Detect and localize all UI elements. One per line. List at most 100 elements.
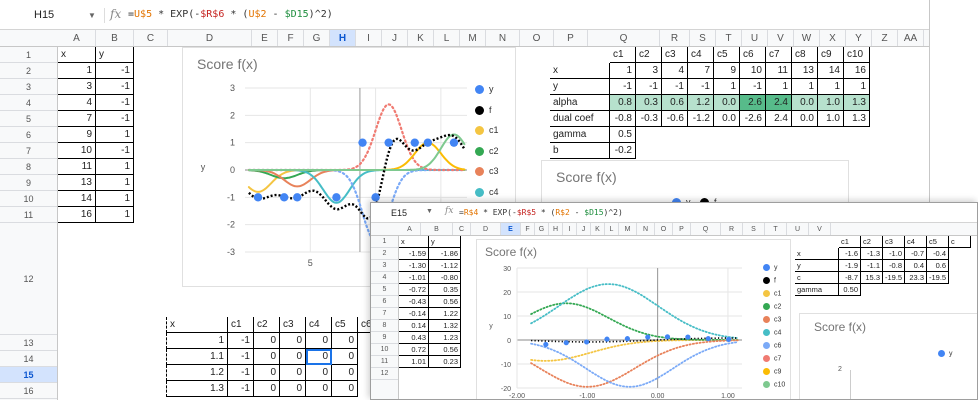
table-cell[interactable]: 16 <box>58 207 96 223</box>
row-header-15[interactable]: 15 <box>0 367 57 383</box>
row-header-9[interactable]: 9 <box>371 332 398 344</box>
table-cell[interactable]: 0 <box>254 349 280 365</box>
legend-item-c6[interactable]: c6 <box>763 342 781 349</box>
row-header-1[interactable]: 1 <box>0 47 57 63</box>
table-cell[interactable]: 0 <box>306 381 332 397</box>
column-header-m[interactable]: M <box>619 223 637 235</box>
table-cell[interactable]: 1 <box>58 63 96 79</box>
table-cell[interactable]: 1.3 <box>844 95 870 111</box>
table-cell[interactable]: 0.3 <box>636 95 662 111</box>
score-chart[interactable]: Score f(x) 30 20 10 0 -10 -20 -2.00 -1.00 0.00 1.… <box>476 239 791 399</box>
header-cell[interactable]: y <box>96 47 134 63</box>
table-cell[interactable]: 14 <box>58 191 96 207</box>
table-cell[interactable]: 0 <box>306 349 332 365</box>
row-header-16[interactable]: 16 <box>0 383 57 399</box>
row-label-cell[interactable]: c <box>795 272 839 284</box>
column-header-n[interactable]: N <box>486 30 520 46</box>
table-cell[interactable]: -1 <box>228 381 254 397</box>
header-cell[interactable]: c5 <box>714 47 740 63</box>
column-header-q[interactable]: Q <box>588 30 660 46</box>
table-cell[interactable]: -2.6 <box>740 111 766 127</box>
table-cell[interactable]: 0 <box>280 365 306 381</box>
table-cell[interactable]: -0.8 <box>610 111 636 127</box>
table-cell[interactable]: 4 <box>58 95 96 111</box>
row-header-9[interactable]: 9 <box>0 175 57 191</box>
table-cell[interactable]: 14 <box>818 63 844 79</box>
table-cell[interactable]: -1 <box>636 79 662 95</box>
row-label-cell[interactable]: gamma <box>795 284 839 296</box>
table-cell[interactable]: 1.01 <box>399 356 429 368</box>
table-cell[interactable]: 1.32 <box>429 320 461 332</box>
column-header-g[interactable]: G <box>304 30 330 46</box>
table-cell[interactable]: -1 <box>228 349 254 365</box>
chevron-down-icon[interactable]: ▼ <box>88 11 96 20</box>
column-header-u[interactable]: U <box>787 223 809 235</box>
table-cell[interactable]: 23.3 <box>905 272 927 284</box>
table-cell[interactable]: 1.1 <box>166 349 228 365</box>
table-cell[interactable]: -1 <box>96 111 134 127</box>
table-cell[interactable]: -1.01 <box>399 272 429 284</box>
table-cell[interactable]: -0.14 <box>399 308 429 320</box>
table-cell[interactable]: 0.50 <box>839 284 861 296</box>
table-cell[interactable]: -1.86 <box>429 248 461 260</box>
row-label-cell[interactable]: alpha <box>550 95 610 111</box>
column-header-o[interactable]: O <box>655 223 673 235</box>
column-header-z[interactable]: Z <box>872 30 898 46</box>
row-label-cell[interactable]: x <box>795 248 839 260</box>
table-cell[interactable]: 0.43 <box>399 332 429 344</box>
table-cell[interactable]: -1 <box>228 333 254 349</box>
column-header-j[interactable]: J <box>382 30 408 46</box>
table-cell[interactable]: -0.8 <box>883 260 905 272</box>
column-header-l[interactable]: L <box>605 223 619 235</box>
column-header-v[interactable]: V <box>809 223 831 235</box>
column-header-l[interactable]: L <box>434 30 460 46</box>
column-header-g[interactable]: G <box>535 223 549 235</box>
column-header-m[interactable]: M <box>460 30 486 46</box>
column-header-h[interactable]: H <box>549 223 563 235</box>
table-cell[interactable]: 0.6 <box>927 260 949 272</box>
table-cell[interactable]: 2.4 <box>766 95 792 111</box>
header-cell[interactable]: c6 <box>740 47 766 63</box>
table-cell[interactable]: 0 <box>332 333 358 349</box>
legend-item-f[interactable]: f <box>763 277 776 284</box>
table-cell[interactable]: -0.3 <box>636 111 662 127</box>
table-cell[interactable]: -0.4 <box>927 248 949 260</box>
row-header-4[interactable]: 4 <box>0 95 57 111</box>
header-cell[interactable]: c1 <box>610 47 636 63</box>
row-header-10[interactable]: 10 <box>371 344 398 356</box>
table-cell[interactable]: 0.56 <box>429 296 461 308</box>
table-cell[interactable]: 1 <box>792 79 818 95</box>
table-cell[interactable]: 10 <box>740 63 766 79</box>
table-cell[interactable]: 1.3 <box>166 381 228 397</box>
row-header-5[interactable]: 5 <box>371 284 398 296</box>
header-cell[interactable]: c9 <box>818 47 844 63</box>
legend-item-c7[interactable]: c7 <box>763 355 781 362</box>
table-cell[interactable]: 0.0 <box>714 95 740 111</box>
table-cell[interactable]: -1 <box>96 95 134 111</box>
column-header-b[interactable]: B <box>96 30 134 46</box>
table-cell[interactable]: 15.3 <box>861 272 883 284</box>
table-cell[interactable]: 1 <box>96 159 134 175</box>
table-cell[interactable]: 0 <box>306 333 332 349</box>
column-header-r[interactable]: R <box>721 223 743 235</box>
column-header-s[interactable]: S <box>690 30 716 46</box>
table-cell[interactable]: 1.23 <box>429 332 461 344</box>
table-cell[interactable]: -1.6 <box>839 248 861 260</box>
name-box[interactable]: H15 <box>34 9 55 21</box>
table-cell[interactable]: 2.4 <box>766 111 792 127</box>
legend-item-y[interactable]: y <box>475 84 494 95</box>
column-header-d[interactable]: D <box>471 223 501 235</box>
header-cell[interactable]: c5 <box>927 236 949 248</box>
table-cell[interactable]: 1.2 <box>688 95 714 111</box>
header-cell[interactable]: c4 <box>688 47 714 63</box>
row-header-11[interactable]: 11 <box>0 207 57 223</box>
table-cell[interactable]: -19.5 <box>883 272 905 284</box>
column-header-n[interactable]: N <box>637 223 655 235</box>
legend-item-c1[interactable]: c1 <box>763 290 781 297</box>
table-cell[interactable]: 0 <box>332 349 358 365</box>
column-header-h[interactable]: H <box>330 30 356 46</box>
column-header-i[interactable]: I <box>356 30 382 46</box>
column-header-j[interactable]: J <box>577 223 591 235</box>
table-cell[interactable]: -1.9 <box>839 260 861 272</box>
table-cell[interactable]: 1 <box>96 207 134 223</box>
